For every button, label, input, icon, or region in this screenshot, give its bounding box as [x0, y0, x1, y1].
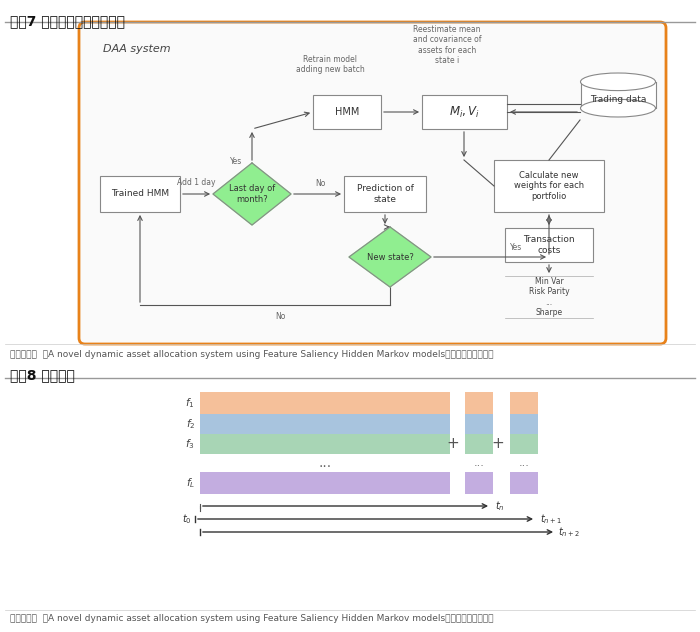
Bar — [465, 472, 493, 494]
Text: Yes: Yes — [230, 157, 242, 166]
FancyBboxPatch shape — [79, 22, 666, 344]
Bar — [510, 392, 538, 414]
Bar — [465, 434, 493, 454]
Text: +: + — [491, 437, 505, 451]
Text: 图表7 动态资产配置系统示图: 图表7 动态资产配置系统示图 — [10, 14, 125, 28]
Bar — [510, 472, 538, 494]
Text: Trading data: Trading data — [590, 95, 646, 104]
Text: DAA system: DAA system — [103, 44, 171, 54]
Text: Add 1 day: Add 1 day — [176, 178, 216, 187]
FancyBboxPatch shape — [494, 160, 604, 212]
Bar — [510, 414, 538, 434]
Bar — [465, 414, 493, 434]
Text: $t_{n+2}$: $t_{n+2}$ — [558, 525, 580, 539]
Text: $t_{n+1}$: $t_{n+1}$ — [540, 512, 562, 526]
Text: Last day of
month?: Last day of month? — [229, 185, 275, 204]
Bar — [510, 434, 538, 454]
Text: 资料来源：  《A novel dynamic asset allocation system using Feature Saliency Hidden Ma: 资料来源： 《A novel dynamic asset allocation … — [10, 350, 494, 359]
Text: 资料来源：  《A novel dynamic asset allocation system using Feature Saliency Hidden Ma: 资料来源： 《A novel dynamic asset allocation … — [10, 614, 494, 623]
Bar — [200, 434, 450, 454]
FancyBboxPatch shape — [313, 95, 381, 129]
Text: ...: ... — [318, 456, 332, 470]
FancyBboxPatch shape — [505, 228, 593, 262]
Text: Transaction
costs: Transaction costs — [523, 235, 575, 255]
Text: ...: ... — [474, 458, 484, 468]
Text: +: + — [447, 437, 459, 451]
Text: Yes: Yes — [510, 243, 522, 252]
Text: Prediction of
state: Prediction of state — [356, 185, 414, 204]
Text: Min Var
Risk Parity
...
Sharpe: Min Var Risk Parity ... Sharpe — [528, 277, 569, 317]
Text: $f_L$: $f_L$ — [186, 476, 195, 490]
Bar — [465, 392, 493, 414]
Text: $t_0$: $t_0$ — [182, 512, 192, 526]
FancyBboxPatch shape — [344, 176, 426, 212]
Text: Reestimate mean
and covariance of
assets for each
state i: Reestimate mean and covariance of assets… — [413, 25, 482, 65]
Text: $t_n$: $t_n$ — [495, 499, 505, 513]
Text: Calculate new
weights for each
portfolio: Calculate new weights for each portfolio — [514, 171, 584, 201]
FancyBboxPatch shape — [100, 176, 180, 212]
FancyBboxPatch shape — [422, 95, 507, 129]
Text: Retrain model
adding new batch: Retrain model adding new batch — [295, 54, 365, 74]
Bar — [200, 414, 450, 434]
Text: $f_2$: $f_2$ — [186, 417, 195, 431]
Text: 图表8 数据方案: 图表8 数据方案 — [10, 368, 75, 382]
Ellipse shape — [580, 99, 655, 117]
Ellipse shape — [580, 73, 655, 90]
Text: No: No — [275, 312, 285, 321]
Text: HMM: HMM — [335, 107, 359, 117]
Text: No: No — [315, 179, 326, 188]
Polygon shape — [213, 163, 291, 225]
Bar — [580, 82, 655, 108]
Text: New state?: New state? — [367, 253, 414, 262]
Polygon shape — [349, 227, 431, 287]
Bar — [200, 392, 450, 414]
Text: $f_1$: $f_1$ — [186, 396, 195, 410]
Text: Trained HMM: Trained HMM — [111, 190, 169, 198]
Text: ...: ... — [519, 458, 529, 468]
Text: $f_3$: $f_3$ — [186, 437, 195, 451]
Bar — [200, 472, 450, 494]
Text: $M_i, V_i$: $M_i, V_i$ — [449, 104, 480, 119]
